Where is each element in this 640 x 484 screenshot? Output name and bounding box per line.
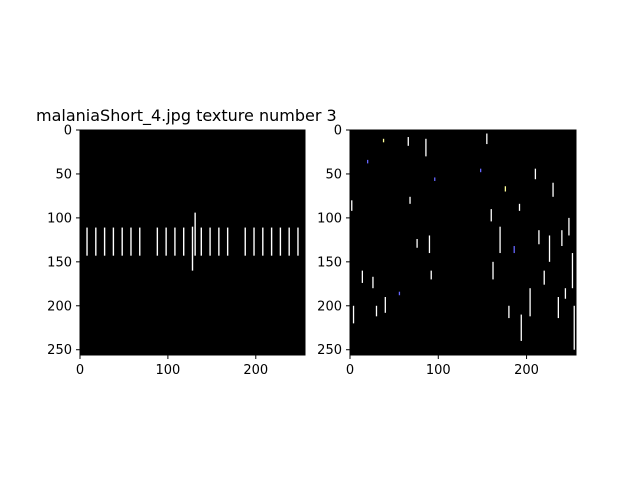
- y-tick-label: 250: [317, 343, 342, 358]
- y-tick-label: 50: [55, 167, 72, 182]
- right-image-panel: 0 100 200 0 50 100 150 200 250: [317, 124, 577, 378]
- figure-title: malaniaShort_4.jpg texture number 3: [36, 106, 337, 125]
- y-tick-label: 100: [317, 211, 342, 226]
- y-tick-label: 200: [47, 299, 72, 314]
- y-tick-label: 100: [47, 211, 72, 226]
- left-axes-frame: [79, 129, 306, 356]
- y-tick-label: 200: [317, 299, 342, 314]
- right-image-background: [350, 130, 576, 355]
- x-tick-label: 100: [426, 363, 451, 378]
- y-tick-label: 250: [47, 343, 72, 358]
- y-tick-label: 150: [47, 255, 72, 270]
- y-tick-label: 150: [317, 255, 342, 270]
- x-tick-label: 200: [514, 363, 539, 378]
- left-image-panel: 0 100 200 0 50 100 150 200 250: [47, 124, 306, 378]
- y-tick-label: 50: [325, 167, 342, 182]
- x-tick-label: 100: [155, 363, 180, 378]
- right-axes-frame: [349, 129, 577, 356]
- x-tick-label: 0: [346, 363, 354, 378]
- y-tick-label: 0: [64, 124, 72, 139]
- x-tick-label: 200: [243, 363, 268, 378]
- y-tick-label: 0: [334, 124, 342, 139]
- x-tick-label: 0: [76, 363, 84, 378]
